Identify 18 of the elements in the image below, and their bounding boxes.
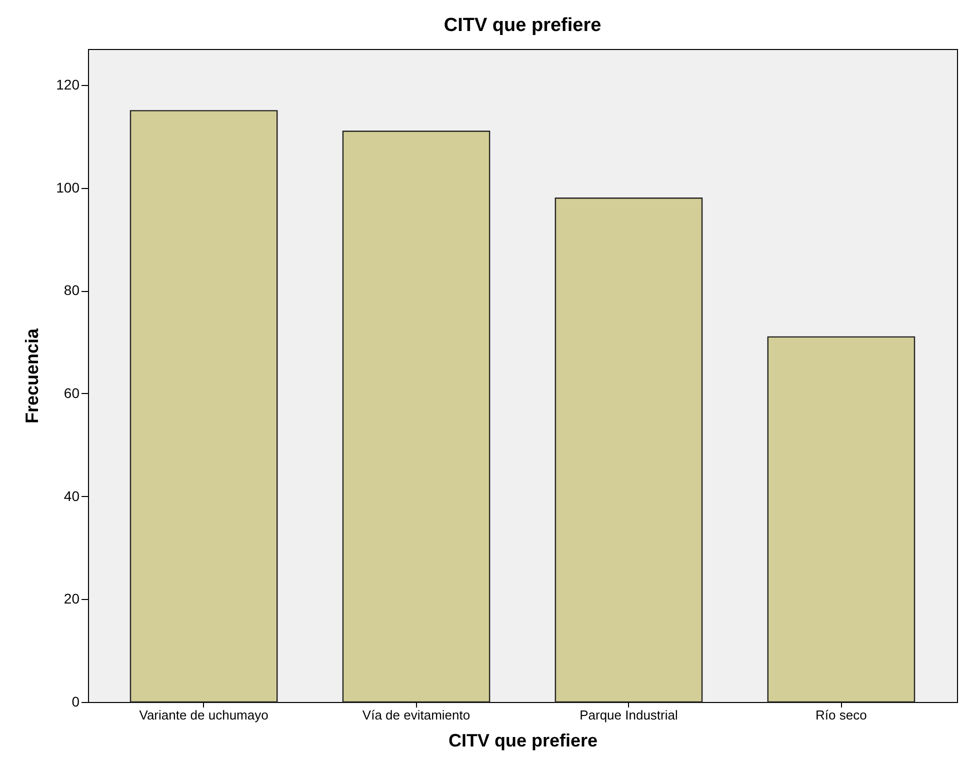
bar — [767, 336, 916, 703]
y-tick-label: 60 — [64, 384, 80, 401]
y-tick-label: 0 — [72, 694, 80, 710]
bar — [554, 198, 703, 703]
y-axis-title: Frecuencia — [22, 327, 42, 424]
bar — [342, 130, 490, 703]
y-tick-label: 100 — [56, 179, 80, 196]
y-tick-label: 120 — [56, 76, 80, 92]
x-tick-label: Vía de evitamiento — [362, 708, 470, 722]
x-tick-label: Río seco — [816, 708, 867, 722]
y-tick-label: 80 — [64, 282, 80, 298]
x-tick-label: Parque Industrial — [580, 708, 678, 722]
chart-title: CITV que prefiere — [444, 15, 602, 36]
x-tick-label: Variante de uchumayo — [139, 708, 268, 722]
bar — [130, 110, 278, 703]
y-tick-label: 20 — [64, 590, 80, 607]
x-axis-title: CITV que prefiere — [448, 730, 598, 750]
y-tick-label: 40 — [64, 488, 80, 504]
